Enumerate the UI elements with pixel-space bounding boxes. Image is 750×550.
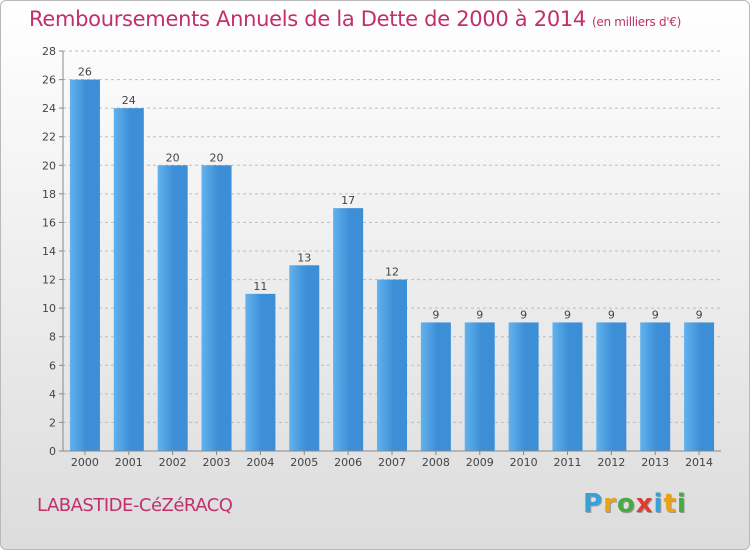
data-label: 9: [652, 308, 659, 321]
brand-letter: t: [663, 489, 677, 519]
y-tick-label: 26: [42, 74, 56, 87]
data-label: 17: [341, 194, 355, 207]
x-tick-label: 2010: [510, 456, 538, 469]
data-label: 9: [432, 308, 439, 321]
chart-title-text: Remboursements Annuels de la Dette de 20…: [29, 7, 586, 31]
bar: [420, 322, 451, 451]
bar: [69, 79, 100, 452]
brand-logo: Proxiti: [583, 489, 687, 519]
y-tick-label: 18: [42, 188, 56, 201]
y-tick-label: 10: [42, 302, 56, 315]
data-label: 9: [476, 308, 483, 321]
bar: [508, 322, 539, 451]
y-tick-label: 14: [42, 245, 56, 258]
y-tick-label: 28: [42, 45, 56, 58]
data-label: 24: [122, 94, 136, 107]
data-label: 11: [253, 280, 267, 293]
brand-letter: o: [616, 489, 636, 519]
y-tick-label: 0: [49, 445, 56, 458]
bar: [640, 322, 671, 451]
x-tick-label: 2001: [115, 456, 143, 469]
y-tick-label: 4: [49, 388, 56, 401]
data-label: 9: [520, 308, 527, 321]
data-label: 20: [210, 151, 224, 164]
bar: [333, 208, 364, 451]
brand-letter: i: [676, 489, 687, 519]
data-label: 9: [564, 308, 571, 321]
bar: [289, 265, 320, 451]
bar: [684, 322, 715, 451]
x-tick-label: 2013: [641, 456, 669, 469]
y-tick-label: 6: [49, 359, 56, 372]
chart-subtitle: (en milliers d'€): [592, 15, 682, 29]
bar: [157, 165, 188, 452]
data-label: 9: [608, 308, 615, 321]
bar: [245, 293, 276, 451]
x-tick-label: 2009: [466, 456, 494, 469]
x-tick-label: 2008: [422, 456, 450, 469]
x-tick-label: 2007: [378, 456, 406, 469]
bar: [596, 322, 627, 451]
x-tick-label: 2006: [334, 456, 362, 469]
bar: [201, 165, 232, 452]
y-tick-label: 16: [42, 216, 56, 229]
y-tick-label: 20: [42, 159, 56, 172]
x-tick-label: 2014: [685, 456, 713, 469]
x-tick-label: 2011: [553, 456, 581, 469]
brand-letter: P: [583, 489, 604, 519]
y-tick-label: 24: [42, 102, 56, 115]
brand-letter: r: [603, 489, 617, 519]
y-tick-label: 2: [49, 416, 56, 429]
x-tick-label: 2002: [159, 456, 187, 469]
commune-name: LABASTIDE-CéZéRACQ: [37, 495, 233, 516]
data-label: 9: [696, 308, 703, 321]
x-tick-label: 2003: [203, 456, 231, 469]
x-tick-label: 2000: [71, 456, 99, 469]
chart-title: Remboursements Annuels de la Dette de 20…: [29, 7, 681, 31]
bar: [464, 322, 495, 451]
data-label: 13: [297, 251, 311, 264]
bar: [552, 322, 583, 451]
y-tick-label: 8: [49, 331, 56, 344]
bar: [377, 279, 407, 451]
y-tick-label: 22: [42, 131, 56, 144]
data-label: 20: [166, 151, 180, 164]
x-tick-label: 2005: [290, 456, 318, 469]
data-label: 26: [78, 66, 92, 79]
bar-chart: 0246810121416182022242628262000242001202…: [42, 45, 721, 469]
brand-letter: i: [653, 489, 664, 519]
brand-letter: x: [635, 489, 654, 519]
x-tick-label: 2012: [597, 456, 625, 469]
y-tick-label: 12: [42, 274, 56, 287]
bar: [113, 108, 144, 452]
data-label: 12: [385, 266, 399, 279]
x-tick-label: 2004: [246, 456, 274, 469]
